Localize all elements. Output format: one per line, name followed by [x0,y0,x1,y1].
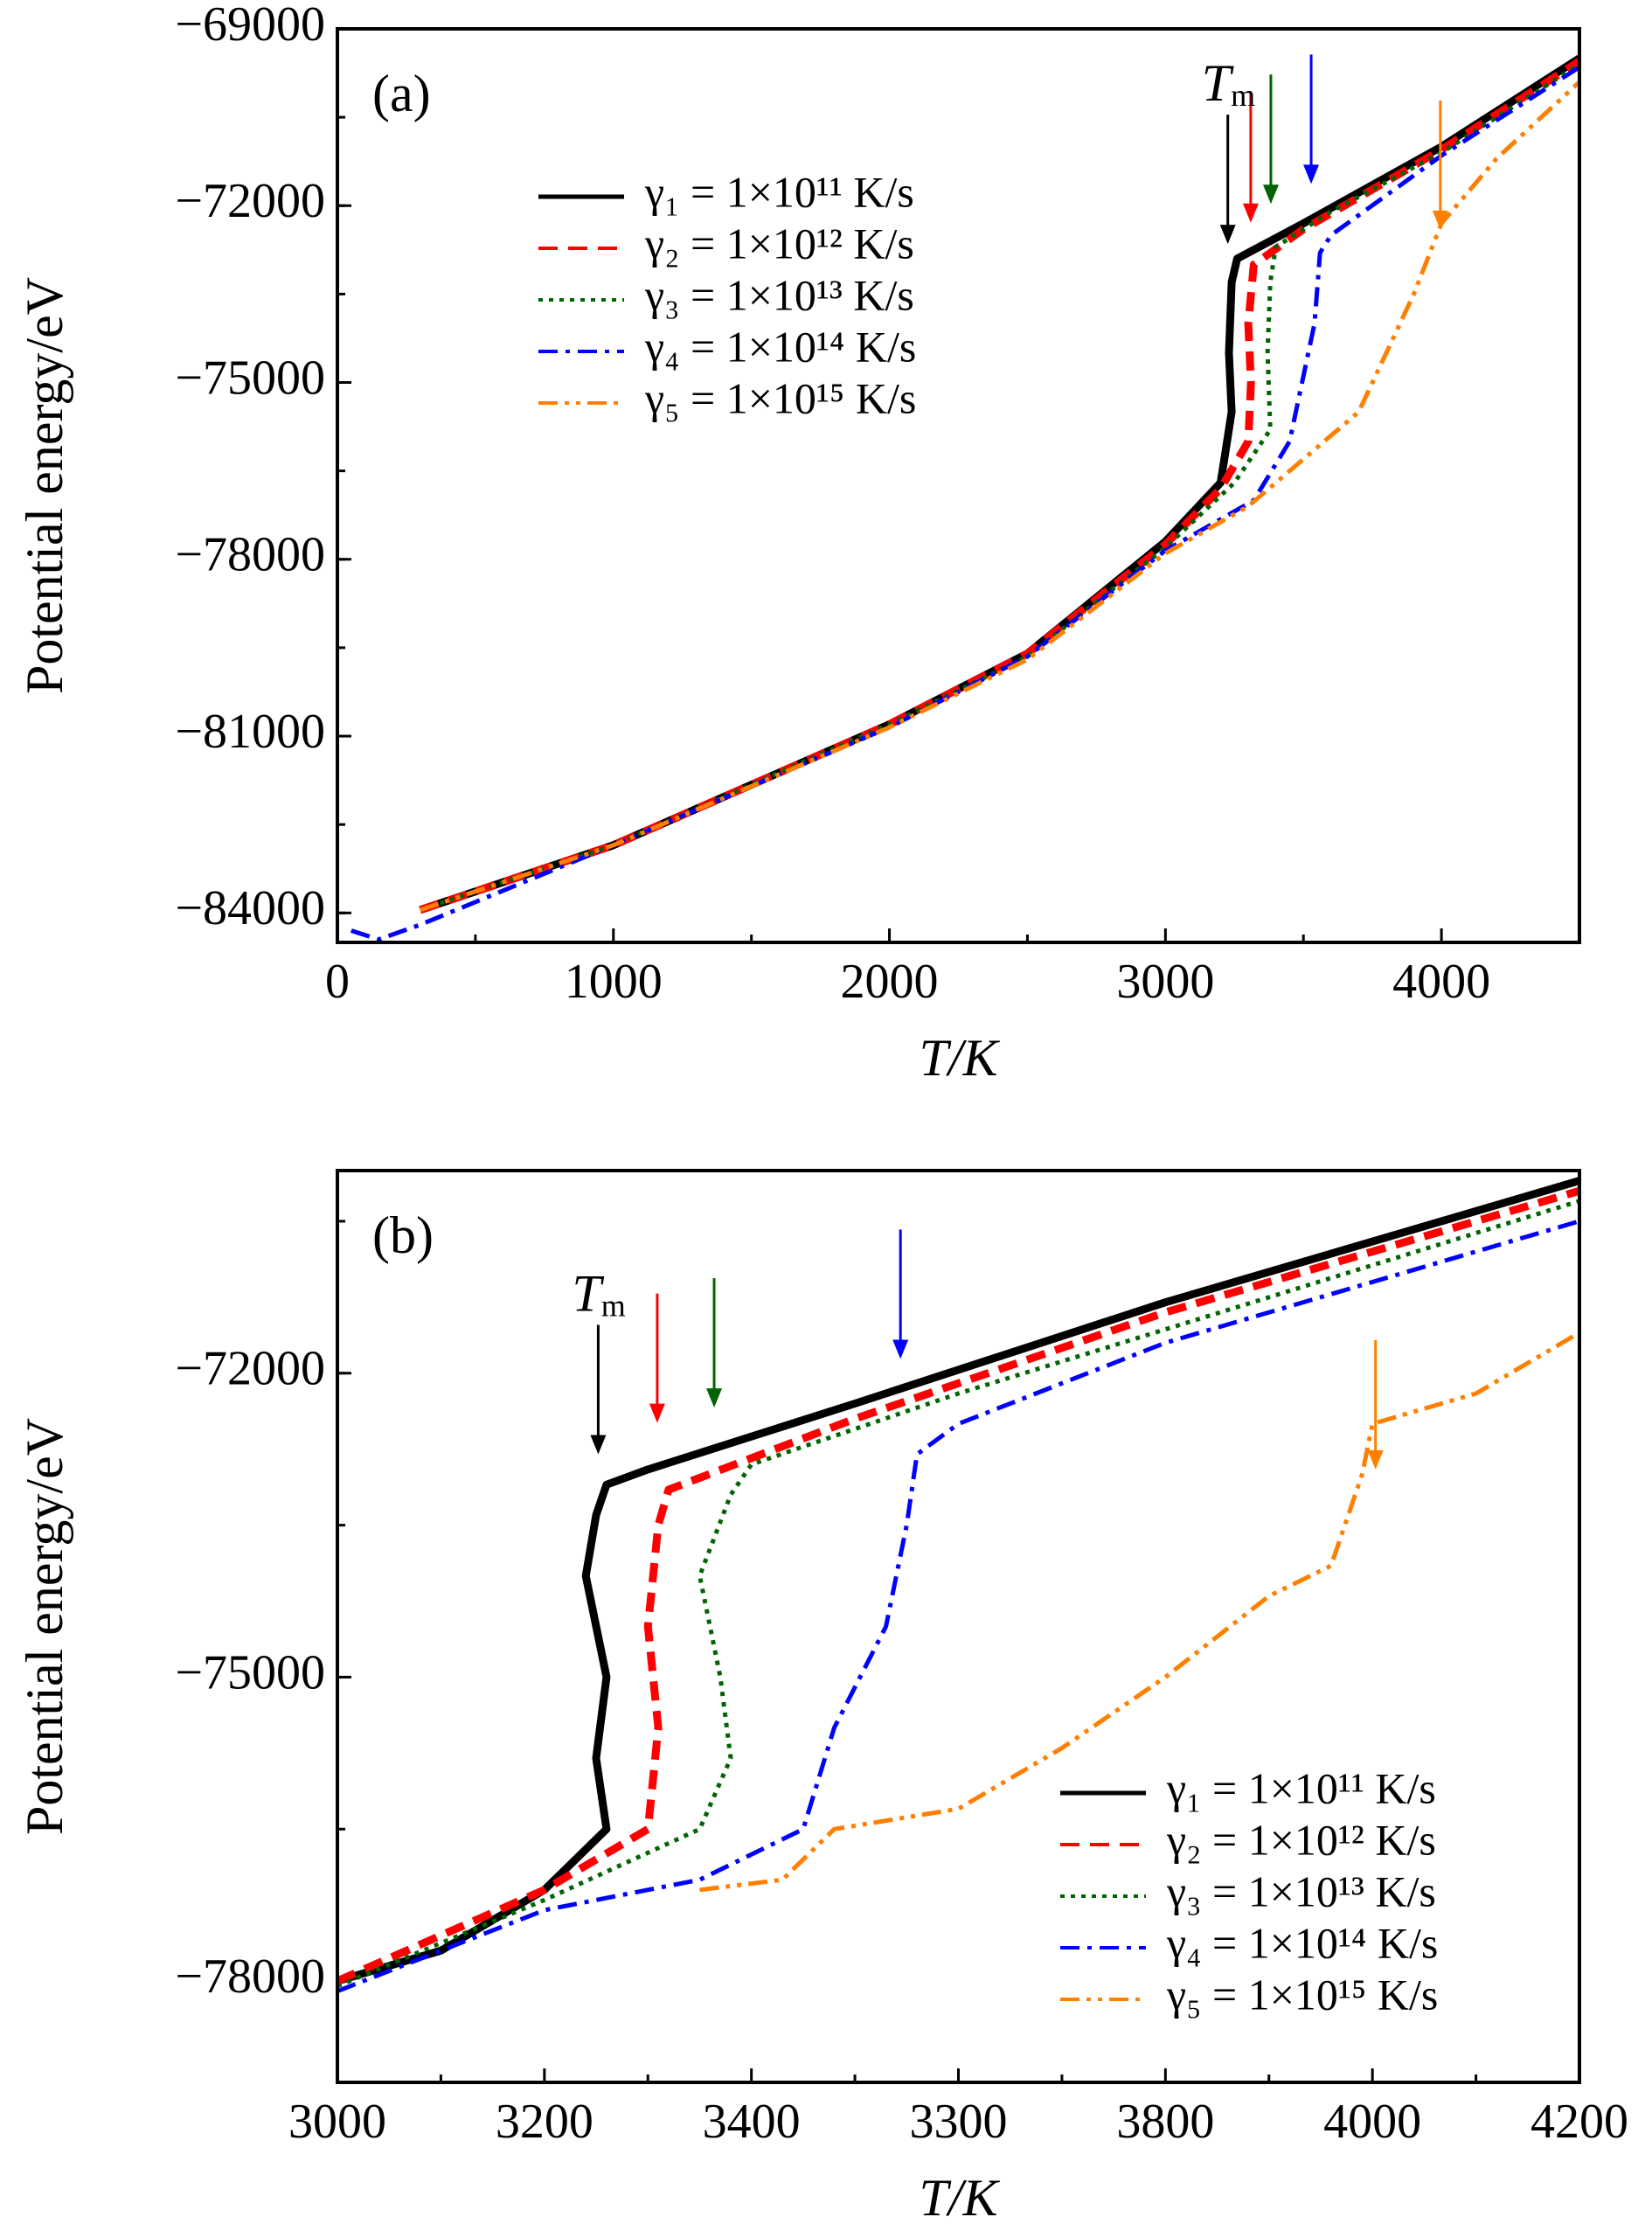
x-tick-label: 4200 [1531,2095,1628,2149]
axes-frame [336,1169,1581,2084]
x-tick-label: 3400 [703,2095,801,2149]
series-line [337,1186,1579,1985]
arrow-head [1432,210,1448,230]
x-tick-label: 3800 [1116,2095,1214,2149]
tm-label: Tm [572,1264,625,1324]
series-line [419,80,1579,913]
x-tick-label: 0 [325,955,350,1009]
tm-symbol: T [1202,54,1234,112]
panel-label: (a) [372,65,431,122]
plot-area [351,54,1579,942]
y-tick-label: −72000 [175,1342,325,1396]
y-tick-label: −78000 [175,528,325,582]
series-line [419,62,1579,913]
x-tick-label: 1000 [565,955,663,1009]
legend-label: γ₅ = 1×10¹⁵ K/s [644,373,916,422]
y-axis-label: Potential energy/eV [16,277,73,694]
arrow-head [1262,184,1279,205]
y-tick-label: −75000 [175,1645,325,1699]
y-axis-label: Potential energy/eV [16,1418,73,1835]
y-tick-label: −72000 [175,174,325,228]
y-tick-label: −78000 [175,1950,325,2004]
x-axis-label: T/K [919,2169,1000,2227]
arrow-head [706,1388,723,1408]
legend-label: γ₂ = 1×10¹² K/s [644,219,914,268]
x-tick-label: 4000 [1392,955,1490,1009]
legend-label: γ₄ = 1×10¹⁴ K/s [1166,1918,1438,1967]
x-tick-label: 3000 [1116,955,1214,1009]
tm-label: Tm [1202,54,1255,114]
x-tick-label: 3300 [910,2095,1008,2149]
arrow-head [1303,164,1320,184]
x-tick-label: 3200 [496,2095,593,2149]
legend-label: γ₅ = 1×10¹⁵ K/s [1166,1970,1438,2019]
series-line [419,54,1579,914]
tm-symbol: T [572,1264,604,1322]
y-tick-label: −81000 [175,705,325,759]
arrow-head [892,1339,909,1359]
x-tick-label: 3000 [288,2095,386,2149]
arrow-head [1219,225,1236,245]
y-tick-label: −75000 [175,351,325,405]
series-line [337,1219,1579,1994]
legend-label: γ₁ = 1×10¹¹ K/s [1166,1763,1436,1812]
arrow-head [1367,1449,1384,1470]
series-line [351,65,1579,942]
legend-label: γ₄ = 1×10¹⁴ K/s [644,322,916,371]
series-line [419,58,1579,914]
tm-subscript: m [1231,78,1255,113]
legend-label: γ₃ = 1×10¹³ K/s [1166,1866,1436,1915]
x-tick-label: 2000 [841,955,939,1009]
y-tick-label: −84000 [175,881,325,935]
series-line [699,1331,1579,1893]
axes-frame [336,27,1581,944]
tm-subscript: m [601,1289,626,1324]
x-tick-label: 4000 [1323,2095,1421,2149]
x-axis-label: T/K [919,1029,1000,1087]
arrow-head [1242,203,1259,223]
legend-label: γ₂ = 1×10¹² K/s [1166,1815,1436,1864]
panel-label: (b) [372,1206,434,1264]
arrow-head [649,1403,665,1423]
y-tick-label: −69000 [175,0,325,52]
legend-label: γ₁ = 1×10¹¹ K/s [644,167,914,216]
legend-label: γ₃ = 1×10¹³ K/s [644,270,914,319]
plot-area [337,1177,1579,1994]
arrow-head [590,1435,607,1455]
